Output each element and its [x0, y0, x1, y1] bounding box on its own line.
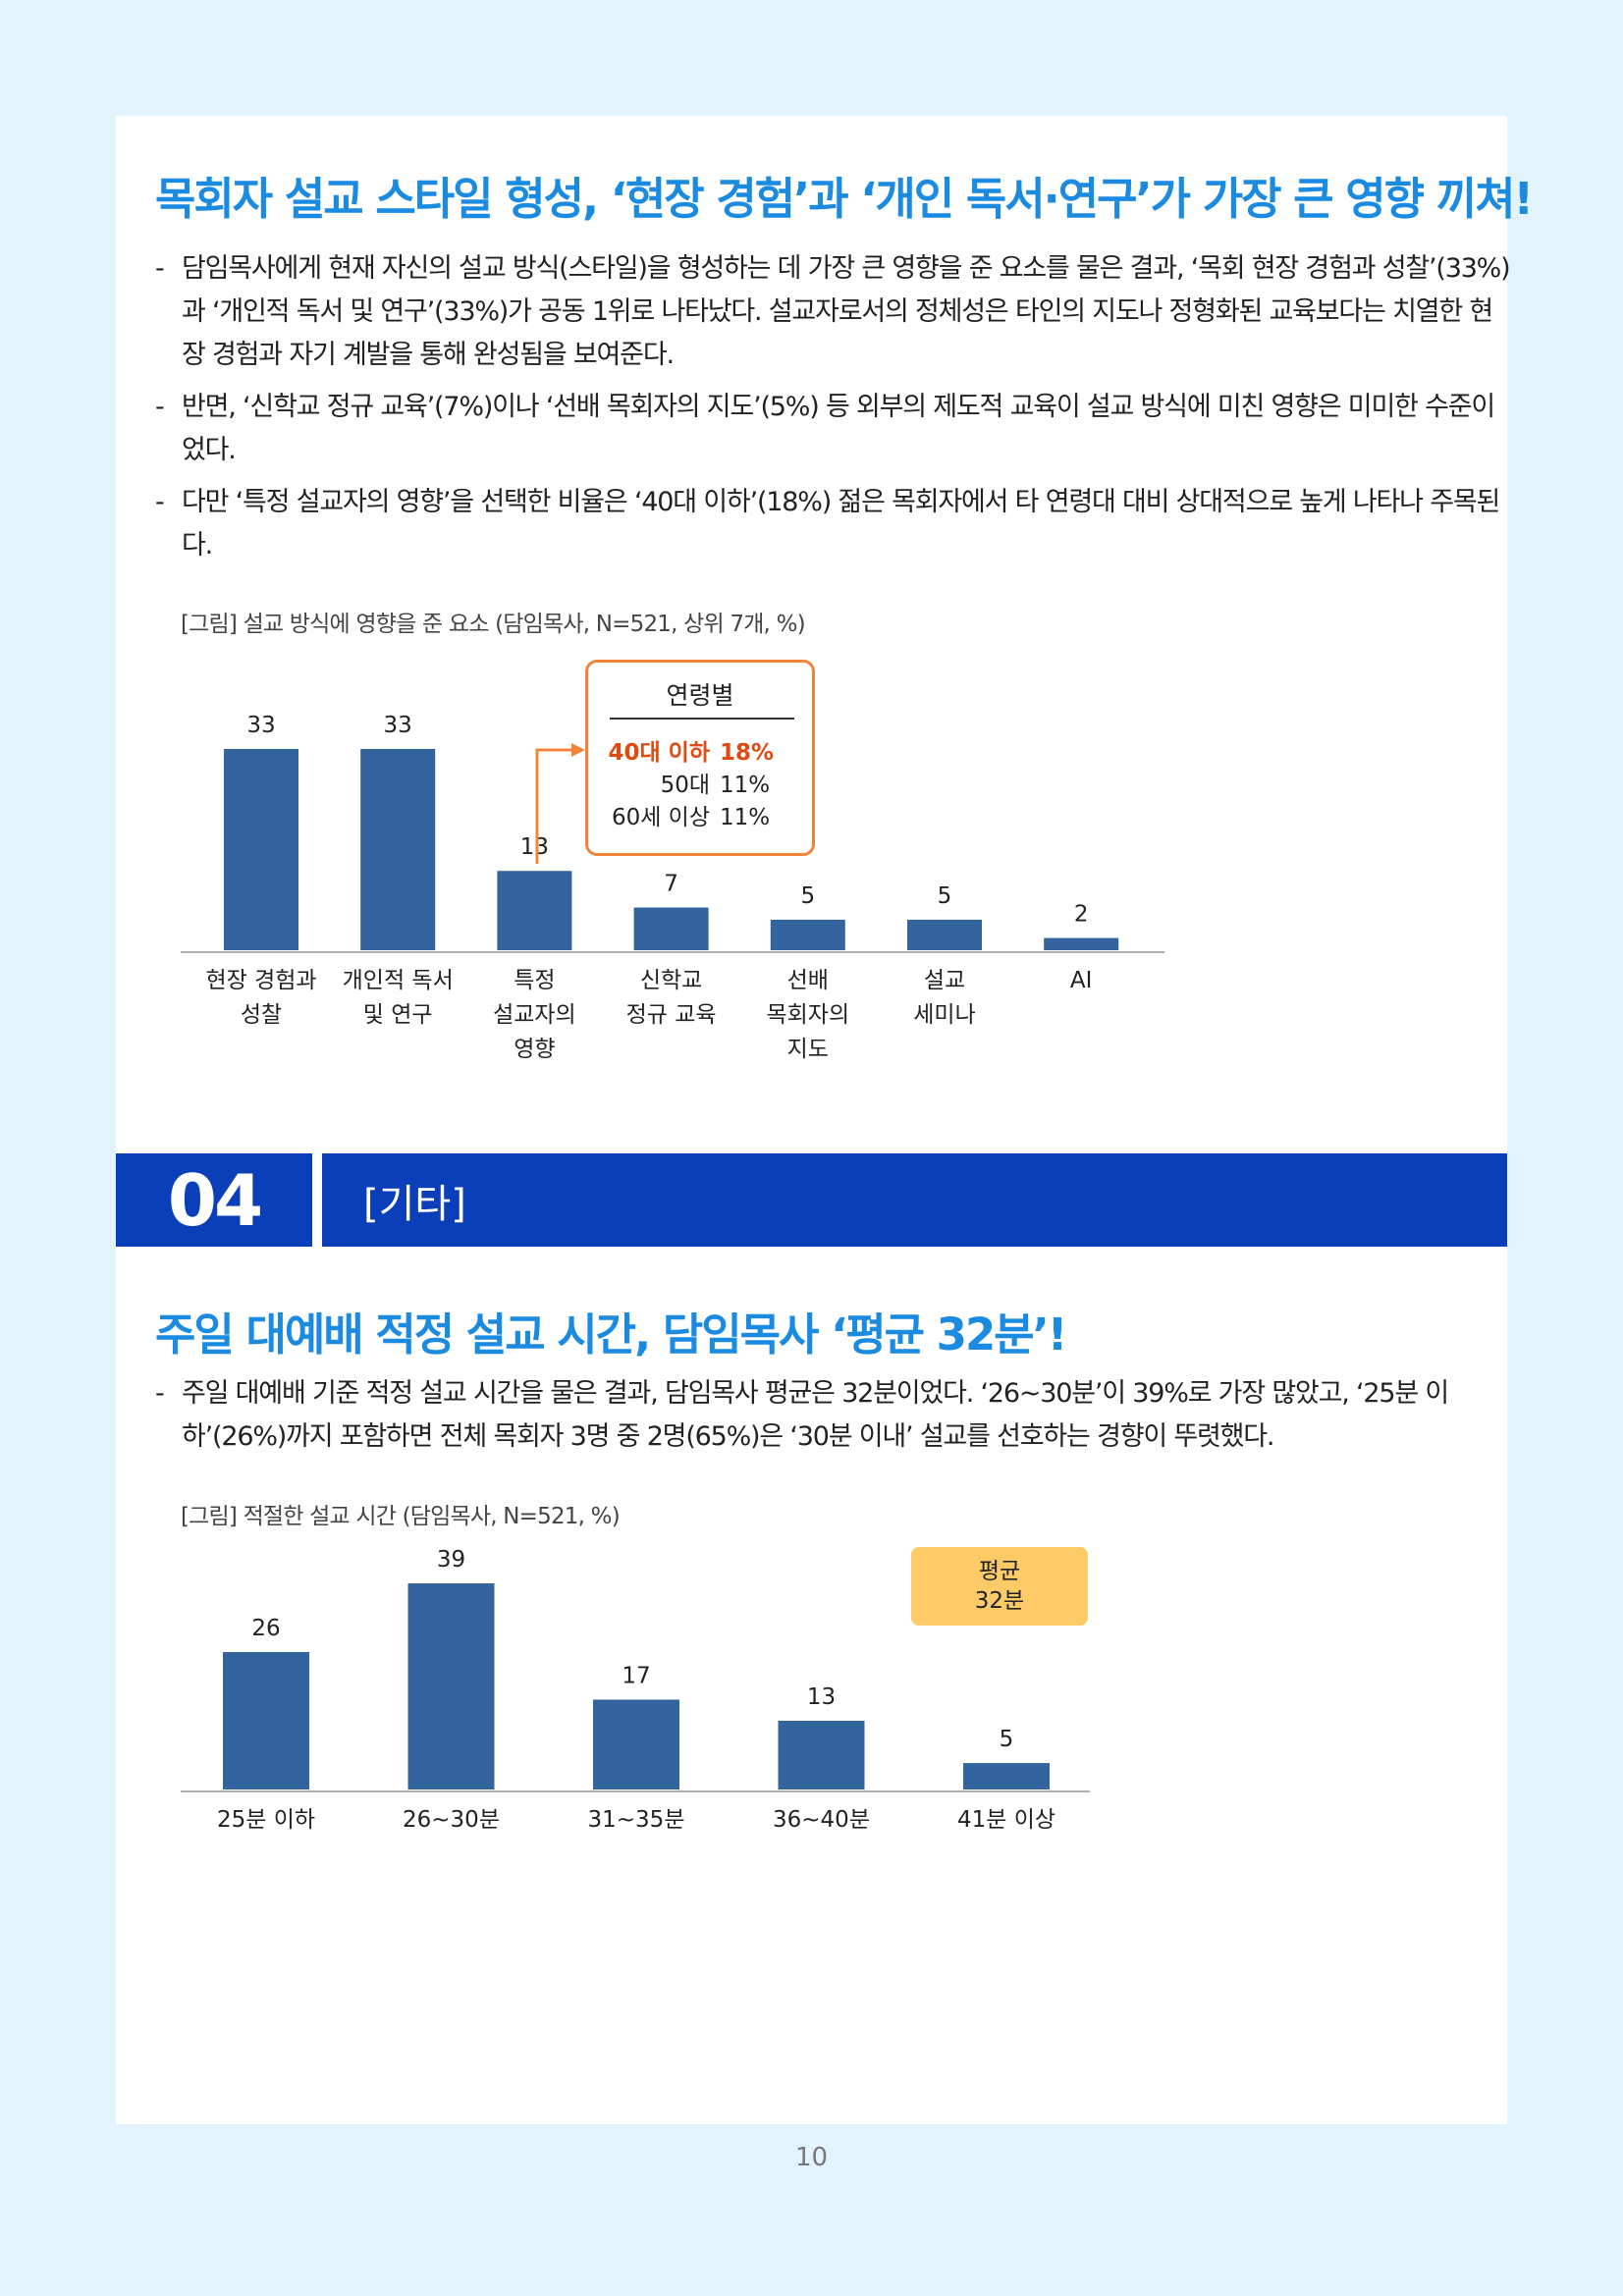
chart-category-label: 성찰: [241, 1002, 282, 1028]
average-badge: 평균 32분: [911, 1547, 1088, 1626]
section2-bullets: - 주일 대예배 기준 적정 설교 시간을 물은 결과, 담임목사 평균은 32분…: [155, 1372, 1510, 1468]
chart-value-label: 5: [938, 883, 952, 909]
chart2-caption: [그림] 적절한 설교 시간 (담임목사, N=521, %): [181, 1504, 621, 1529]
chart-category-label: 설교: [924, 968, 965, 993]
bullet-item: - 주일 대예배 기준 적정 설교 시간을 물은 결과, 담임목사 평균은 32분…: [155, 1378, 1449, 1452]
chart-bar: [593, 1699, 679, 1789]
chart-bar: [497, 871, 572, 950]
bullet-item: - 반면, ‘신학교 정규 교육’(7%)이나 ‘선배 목회자의 지도’(5%) …: [155, 392, 1495, 465]
section-title: [기타]: [363, 1181, 466, 1227]
chart-category-label: 41분 이상: [957, 1807, 1055, 1833]
section2-headline: 주일 대예배 적정 설교 시간, 담임목사 ‘평균 32분’!: [155, 1308, 1067, 1361]
section1-headline: 목회자 설교 스타일 형성, ‘현장 경험’과 ‘개인 독서·연구’가 가장 큰…: [155, 173, 1534, 225]
chart-value-label: 26: [251, 1616, 280, 1641]
chart-bar: [360, 749, 436, 950]
inset-row-50s: 50대 11%: [660, 773, 771, 798]
chart-category-label: 세미나: [913, 1002, 975, 1028]
chart-bar: [407, 1583, 495, 1789]
chart-value-label: 13: [520, 834, 549, 860]
chart-bar: [778, 1721, 865, 1789]
age-breakdown-box: 연령별 40대 이하 18% 50대 11% 60세 이상 11%: [585, 660, 815, 856]
section1-bullets: - 담임목사에게 현재 자신의 설교 방식(스타일)을 형성하는 데 가장 큰 영…: [155, 247, 1511, 576]
inset-row-40s: 40대 이하 18%: [608, 740, 775, 766]
chart1-caption: [그림] 설교 방식에 영향을 준 요소 (담임목사, N=521, 상위 7개…: [181, 612, 806, 637]
inset-divider: [610, 718, 794, 720]
inset-row-60s: 60세 이상 11%: [611, 805, 771, 830]
chart-category-label: AI: [1070, 968, 1093, 993]
inset-title: 연령별: [666, 681, 734, 710]
report-page: 목회자 설교 스타일 형성, ‘현장 경험’과 ‘개인 독서·연구’가 가장 큰…: [116, 116, 1534, 2124]
chart-value-label: 33: [384, 713, 412, 738]
chart-category-label: 선배: [787, 968, 829, 993]
bullet-item: - 담임목사에게 현재 자신의 설교 방식(스타일)을 형성하는 데 가장 큰 영…: [155, 253, 1511, 370]
chart-category-label: 지도: [787, 1037, 829, 1062]
bullet-item: - 다만 ‘특정 설교자의 영향’을 선택한 비율은 ‘40대 이하’(18%) …: [155, 487, 1500, 561]
chart-category-label: 현장 경험과: [205, 968, 316, 993]
chart-bar: [224, 749, 298, 950]
chart-bar: [633, 907, 709, 950]
chart-category-label: 정규 교육: [626, 1002, 717, 1028]
chart-category-label: 설교자의: [493, 1002, 576, 1028]
chart-value-label: 2: [1074, 902, 1089, 928]
chart-bar: [223, 1652, 309, 1789]
section-number: 04: [167, 1158, 263, 1242]
chart-value-label: 17: [622, 1663, 650, 1688]
chart-category-label: 특정: [514, 968, 555, 993]
average-badge-label: 평균: [978, 1559, 1021, 1584]
page-number: 10: [794, 2143, 829, 2172]
chart-bar: [1044, 937, 1119, 950]
callout-arrow: [535, 743, 585, 864]
chart-value-label: 13: [807, 1684, 836, 1710]
chart-value-label: 7: [664, 872, 678, 897]
chart-value-label: 33: [246, 713, 275, 738]
chart-category-label: 목회자의: [766, 1002, 849, 1028]
chart-category-label: 영향: [514, 1037, 555, 1062]
chart-category-label: 26~30분: [403, 1807, 500, 1833]
chart-bar: [963, 1763, 1050, 1789]
chart-bar: [770, 919, 845, 950]
chart-category-label: 36~40분: [773, 1807, 870, 1833]
sermon-length-chart: 26 39 17 13 5 25분 이하 26~30분 31~35분 36~40분 41분 이상: [181, 1547, 1090, 1833]
average-badge-value: 32분: [974, 1588, 1025, 1614]
chart-value-label: 5: [800, 883, 815, 909]
section-divider: [312, 1153, 322, 1247]
chart-category-label: 및 연구: [363, 1002, 433, 1028]
chart-category-label: 신학교: [640, 968, 702, 993]
chart-category-label: 25분 이하: [217, 1807, 315, 1833]
section-header-band: 04 [기타]: [116, 1153, 1507, 1247]
chart-value-label: 5: [1000, 1727, 1014, 1752]
chart-category-label: 개인적 독서: [343, 968, 454, 993]
chart-category-label: 31~35분: [588, 1807, 685, 1833]
chart-value-label: 39: [437, 1547, 465, 1573]
chart-bar: [907, 919, 982, 950]
